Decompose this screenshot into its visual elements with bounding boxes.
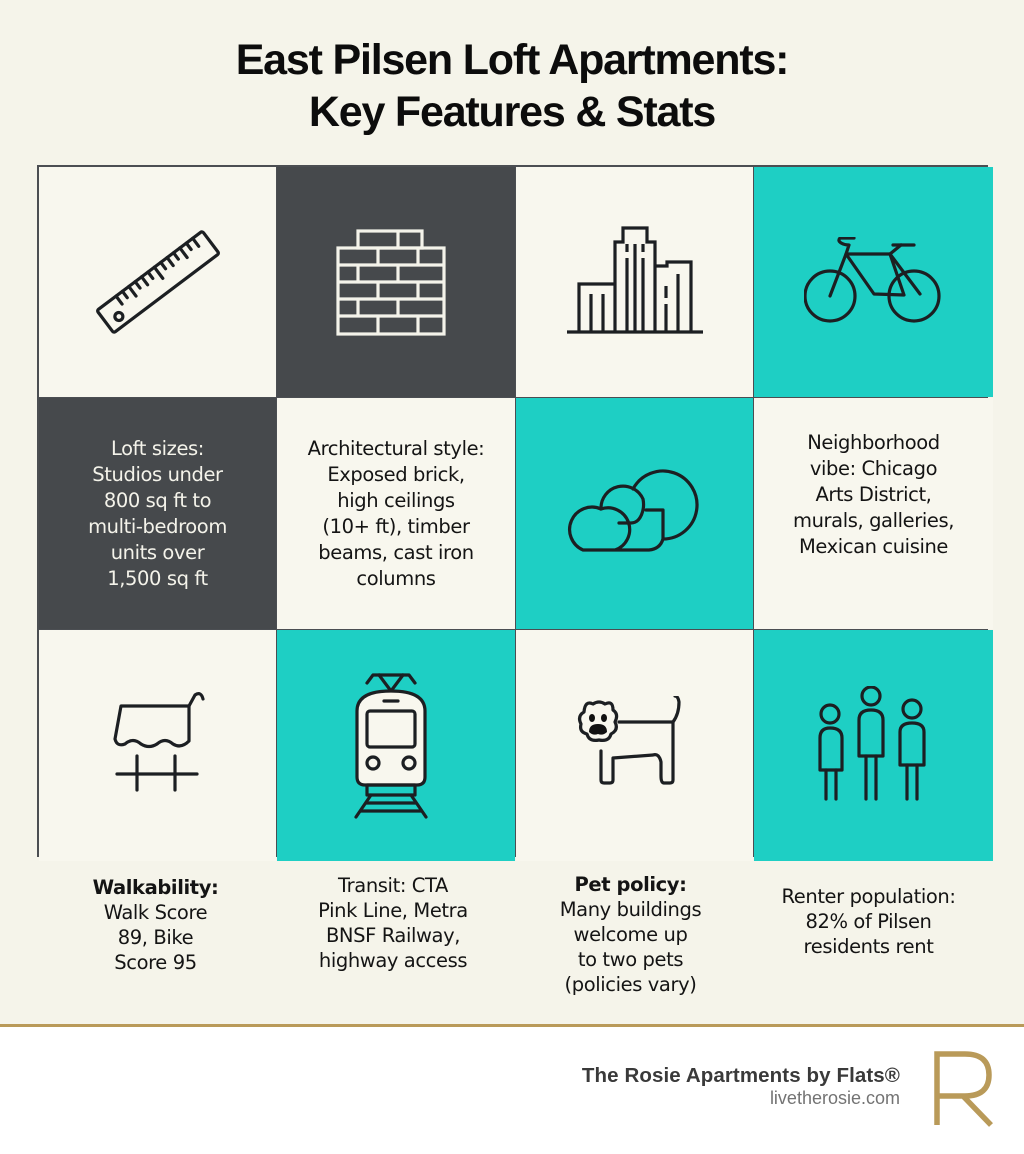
gold-divider: [0, 1024, 1024, 1027]
caption-walkability: Walkability: Walk Score 89, Bike Score 9…: [37, 872, 274, 997]
clouds-icon: [567, 468, 699, 552]
caption-renter-population: Renter population: 82% of Pilsen residen…: [781, 885, 956, 958]
cell-bicycle: [754, 167, 993, 397]
brand-url-link[interactable]: livetherosie.com: [769, 1088, 900, 1108]
city-buildings-icon: [566, 225, 703, 334]
architectural-style-text: Architectural style: Exposed brick, high…: [307, 436, 485, 590]
rosie-r-logo-icon: [934, 1051, 993, 1127]
pet-dog-icon: [577, 695, 681, 785]
title-line-2: Key Features & Stats: [308, 88, 716, 136]
cell-transit: [277, 630, 515, 861]
brand-name: The Rosie Apartments by Flats®: [581, 1064, 900, 1087]
caption-transit: Transit: CTA Pink Line, Metra BNSF Railw…: [318, 874, 468, 972]
cell-neighborhood-vibe: Neighborhood vibe: Chicago Arts District…: [754, 398, 993, 629]
feature-grid: Loft sizes: Studios under 800 sq ft to m…: [37, 165, 993, 861]
awning-storefront-icon: [112, 691, 205, 792]
cell-renter-population: [754, 630, 993, 861]
neighborhood-vibe-text: Neighborhood vibe: Chicago Arts District…: [792, 430, 955, 558]
people-group-icon: [817, 685, 926, 801]
train-icon: [354, 672, 428, 819]
title-line-1: East Pilsen Loft Apartments:: [235, 36, 790, 84]
bicycle-icon: [803, 237, 941, 323]
cell-pet-policy: [516, 630, 753, 861]
caption-heading: Walkability:: [92, 876, 219, 899]
cell-clouds: [516, 398, 753, 629]
cell-ruler: [39, 167, 276, 397]
cell-walkability: [39, 630, 276, 861]
footer: The Rosie Apartments by Flats® livethero…: [0, 1027, 1024, 1154]
cell-loft-sizes: Loft sizes: Studios under 800 sq ft to m…: [39, 398, 276, 629]
caption-pet-policy: Pet policy: Many buildings welcome up to…: [512, 872, 749, 997]
page-title: East Pilsen Loft Apartments: Key Feature…: [0, 34, 1024, 138]
ruler-icon: [95, 230, 220, 334]
cell-brick: [277, 167, 515, 397]
captions-row: Walkability: Walk Score 89, Bike Score 9…: [37, 872, 988, 997]
cell-city: [516, 167, 753, 397]
brick-wall-icon: [336, 229, 446, 336]
cell-architectural-style: Architectural style: Exposed brick, high…: [277, 398, 515, 629]
caption-heading: Pet policy:: [574, 873, 687, 896]
loft-sizes-text: Loft sizes: Studios under 800 sq ft to m…: [88, 436, 227, 590]
